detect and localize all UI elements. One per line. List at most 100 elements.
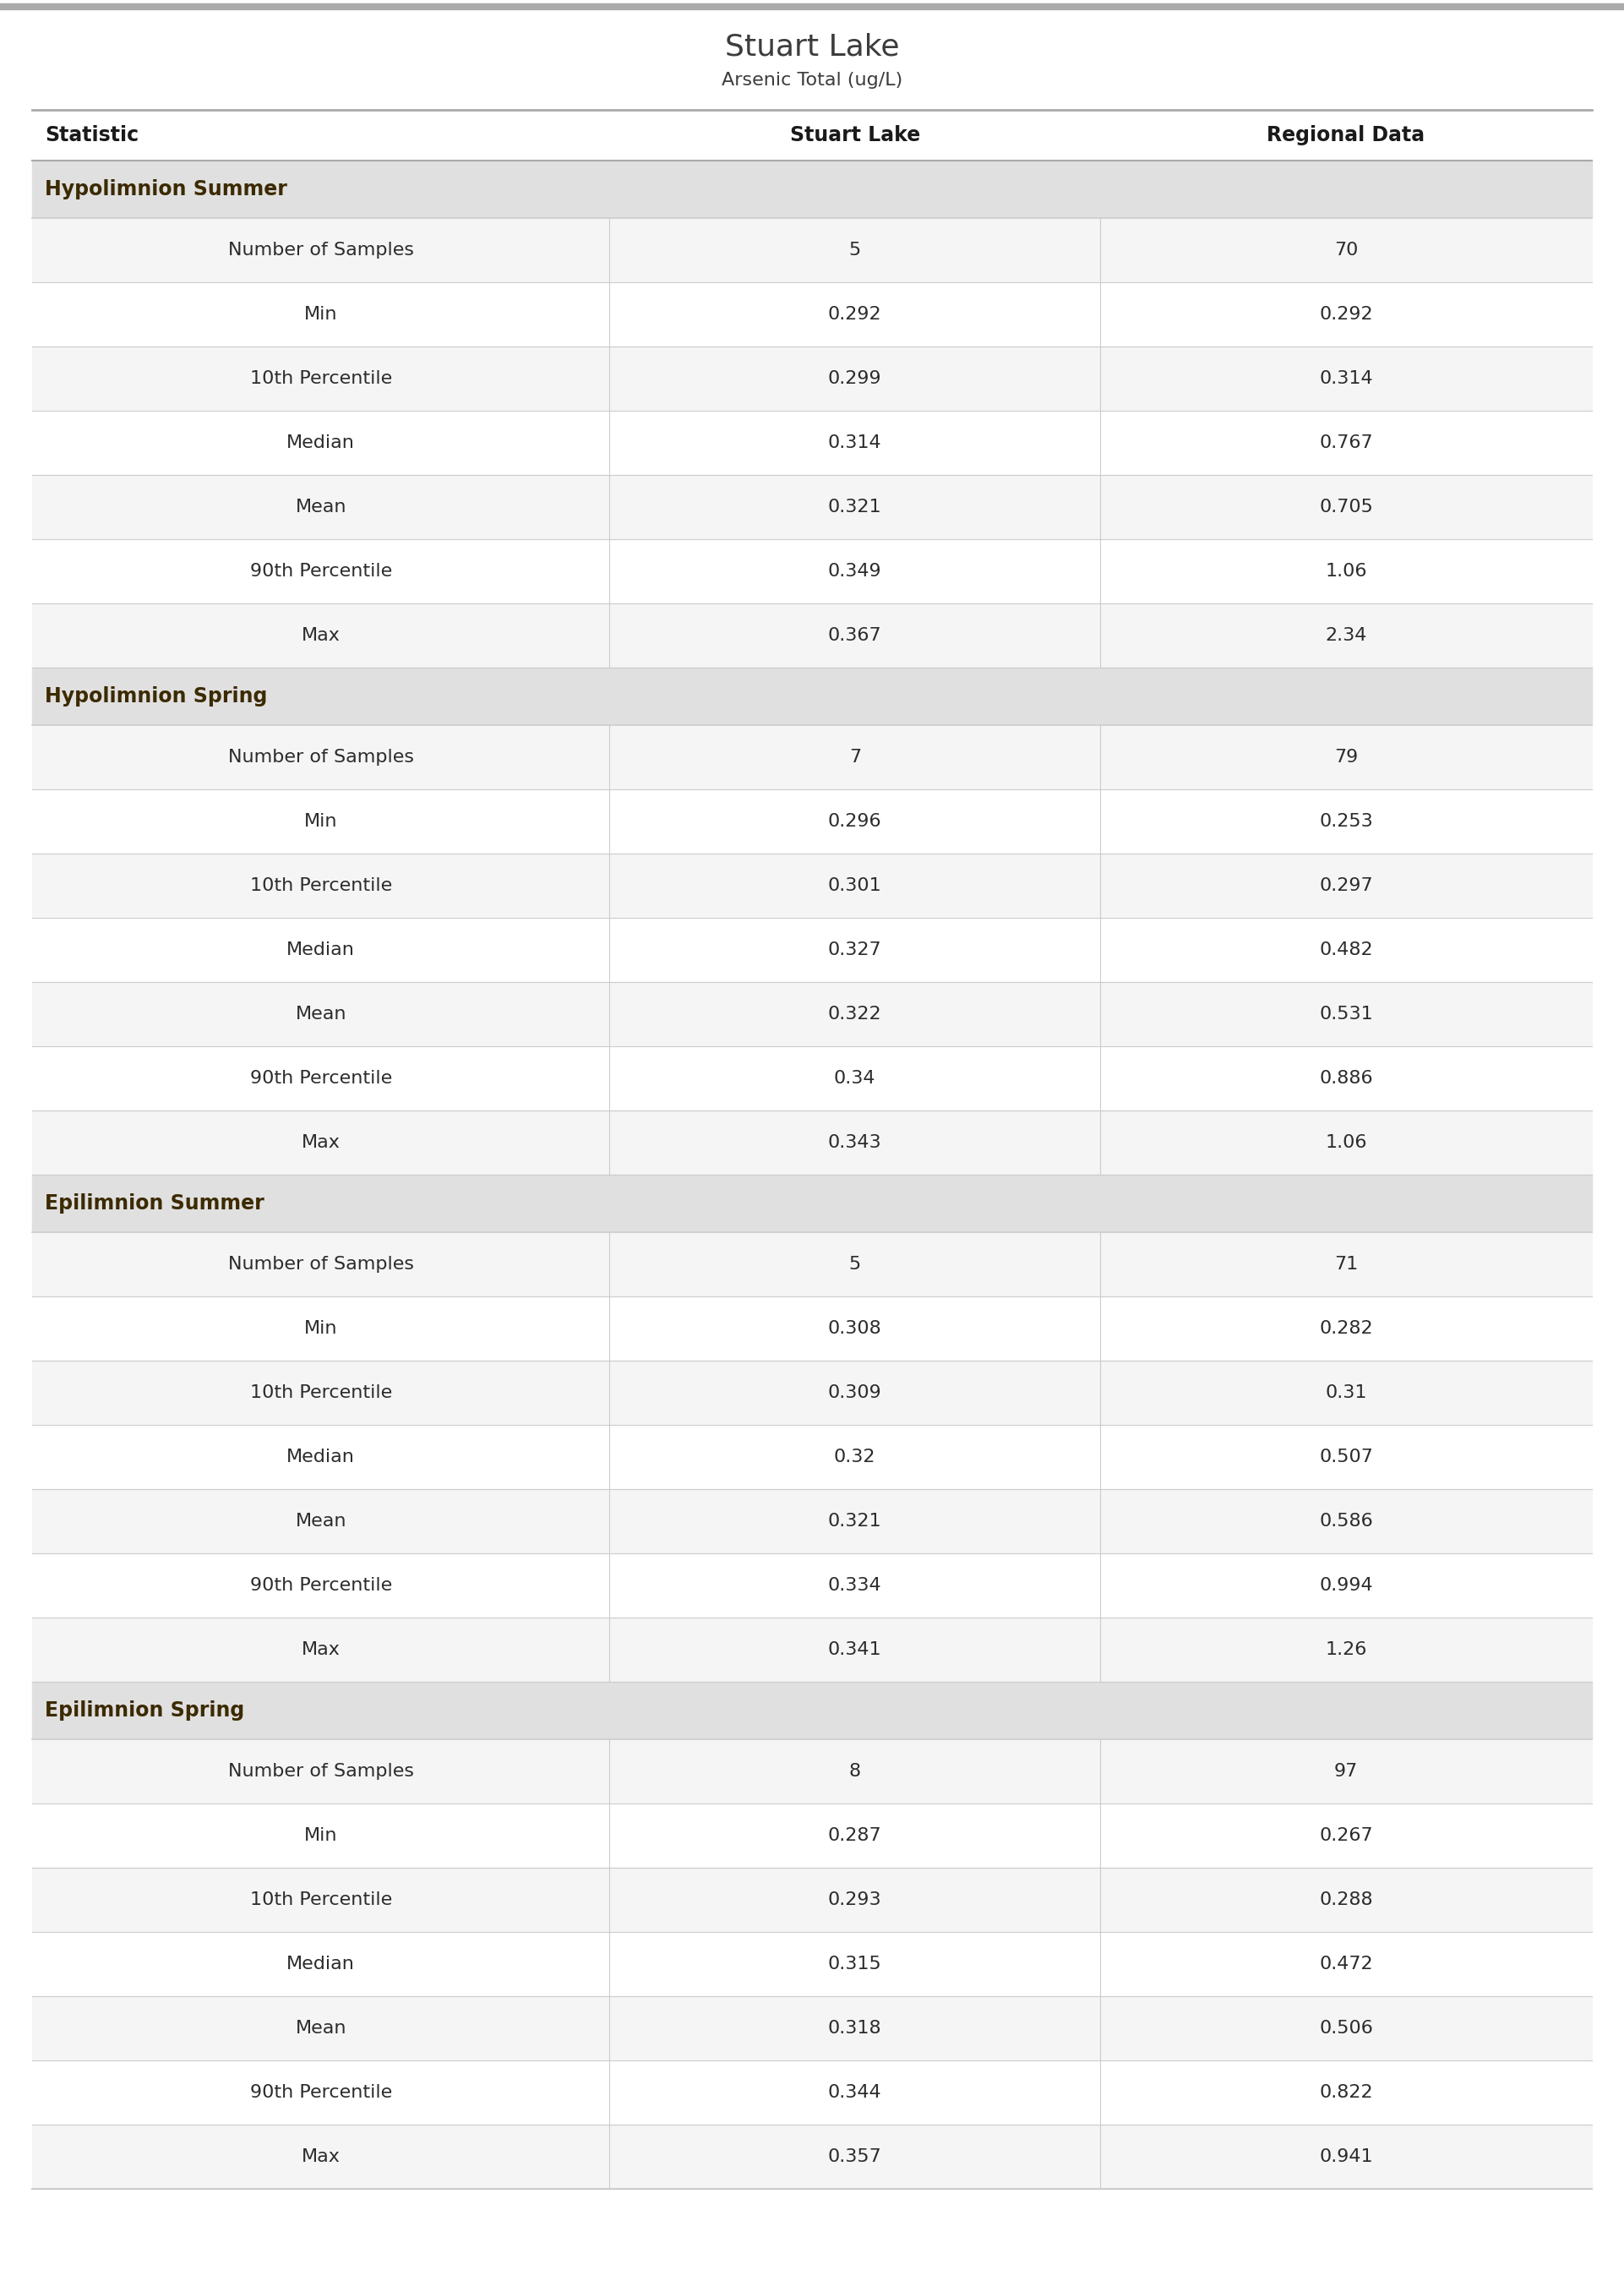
Text: Stuart Lake: Stuart Lake (724, 32, 900, 61)
Text: 70: 70 (1333, 241, 1358, 259)
Text: 0.767: 0.767 (1319, 434, 1372, 452)
Bar (32, 854, 1592, 917)
Text: Hypolimnion Summer: Hypolimnion Summer (45, 179, 287, 200)
Bar (32, 109, 1592, 161)
Text: 0.822: 0.822 (1319, 2084, 1372, 2102)
Bar (32, 1995, 1592, 2061)
Text: Epilimnion Spring: Epilimnion Spring (45, 1700, 245, 1721)
Text: 0.321: 0.321 (828, 499, 882, 515)
Text: 0.292: 0.292 (828, 306, 882, 322)
Bar (32, 1296, 1592, 1360)
Bar (32, 474, 1592, 540)
Text: 0.343: 0.343 (828, 1135, 882, 1151)
Bar (32, 1553, 1592, 1619)
Bar (32, 1682, 1592, 1739)
Text: 97: 97 (1333, 1764, 1358, 1780)
Text: 0.507: 0.507 (1319, 1448, 1372, 1466)
Text: 0.322: 0.322 (828, 1006, 882, 1021)
Text: 0.288: 0.288 (1319, 1891, 1372, 1909)
Text: Regional Data: Regional Data (1267, 125, 1424, 145)
Text: 0.367: 0.367 (828, 627, 882, 645)
Text: 0.941: 0.941 (1319, 2147, 1372, 2166)
Text: Mean: Mean (296, 2020, 346, 2036)
Text: 1.06: 1.06 (1325, 1135, 1367, 1151)
Text: 0.886: 0.886 (1319, 1069, 1372, 1087)
Bar (32, 347, 1592, 411)
Text: Epilimnion Summer: Epilimnion Summer (45, 1194, 265, 1214)
Bar (32, 1110, 1592, 1174)
Text: 1.06: 1.06 (1325, 563, 1367, 579)
Text: 0.314: 0.314 (1319, 370, 1372, 388)
Bar (32, 1233, 1592, 1296)
Text: Median: Median (287, 942, 356, 958)
Bar (32, 1426, 1592, 1489)
Text: 0.482: 0.482 (1319, 942, 1372, 958)
Bar (32, 2125, 1592, 2188)
Text: 0.344: 0.344 (828, 2084, 882, 2102)
Text: Mean: Mean (296, 499, 346, 515)
Text: 0.299: 0.299 (828, 370, 882, 388)
Text: 0.287: 0.287 (828, 1827, 882, 1843)
Text: 0.297: 0.297 (1319, 876, 1372, 894)
Text: 0.472: 0.472 (1319, 1957, 1372, 1973)
Text: Number of Samples: Number of Samples (227, 1255, 414, 1273)
Text: Max: Max (302, 1135, 341, 1151)
Text: 0.296: 0.296 (828, 813, 882, 831)
Bar (32, 1489, 1592, 1553)
Bar (32, 983, 1592, 1046)
Bar (32, 917, 1592, 983)
Text: Stuart Lake: Stuart Lake (789, 125, 921, 145)
Text: 0.318: 0.318 (828, 2020, 882, 2036)
Text: 5: 5 (849, 241, 861, 259)
Text: 5: 5 (849, 1255, 861, 1273)
Text: 0.321: 0.321 (828, 1512, 882, 1530)
Bar (32, 1868, 1592, 1932)
Text: Max: Max (302, 2147, 341, 2166)
Text: Statistic: Statistic (45, 125, 140, 145)
Text: Max: Max (302, 1641, 341, 1657)
Text: 1.26: 1.26 (1325, 1641, 1367, 1657)
Text: 0.315: 0.315 (828, 1957, 882, 1973)
Text: 0.586: 0.586 (1319, 1512, 1372, 1530)
Text: 10th Percentile: 10th Percentile (250, 370, 391, 388)
Text: Number of Samples: Number of Samples (227, 241, 414, 259)
Text: 90th Percentile: 90th Percentile (250, 1069, 391, 1087)
Text: 0.334: 0.334 (828, 1578, 882, 1594)
Text: Mean: Mean (296, 1512, 346, 1530)
Text: 7: 7 (849, 749, 861, 765)
Text: Number of Samples: Number of Samples (227, 749, 414, 765)
Text: 0.341: 0.341 (828, 1641, 882, 1657)
Text: Min: Min (304, 306, 338, 322)
Text: 0.253: 0.253 (1319, 813, 1372, 831)
Text: 0.994: 0.994 (1319, 1578, 1372, 1594)
Text: 0.349: 0.349 (828, 563, 882, 579)
Text: 10th Percentile: 10th Percentile (250, 876, 391, 894)
Text: Max: Max (302, 627, 341, 645)
Bar (32, 540, 1592, 604)
Bar (32, 161, 1592, 218)
Bar (32, 667, 1592, 724)
Text: 0.314: 0.314 (828, 434, 882, 452)
Bar (32, 1360, 1592, 1426)
Bar (32, 1932, 1592, 1995)
Text: Number of Samples: Number of Samples (227, 1764, 414, 1780)
Bar (32, 1046, 1592, 1110)
Text: 90th Percentile: 90th Percentile (250, 563, 391, 579)
Text: 90th Percentile: 90th Percentile (250, 1578, 391, 1594)
Text: 0.292: 0.292 (1319, 306, 1372, 322)
Bar (32, 790, 1592, 854)
Text: Min: Min (304, 813, 338, 831)
Text: 10th Percentile: 10th Percentile (250, 1385, 391, 1401)
Text: 2.34: 2.34 (1325, 627, 1367, 645)
Bar (32, 218, 1592, 281)
Text: Mean: Mean (296, 1006, 346, 1021)
Bar (32, 724, 1592, 790)
Bar (32, 604, 1592, 667)
Text: Median: Median (287, 1448, 356, 1466)
Bar (32, 1739, 1592, 1802)
Text: 0.705: 0.705 (1319, 499, 1372, 515)
Text: 0.531: 0.531 (1319, 1006, 1372, 1021)
Text: 0.327: 0.327 (828, 942, 882, 958)
Bar (32, 2061, 1592, 2125)
Text: Median: Median (287, 1957, 356, 1973)
